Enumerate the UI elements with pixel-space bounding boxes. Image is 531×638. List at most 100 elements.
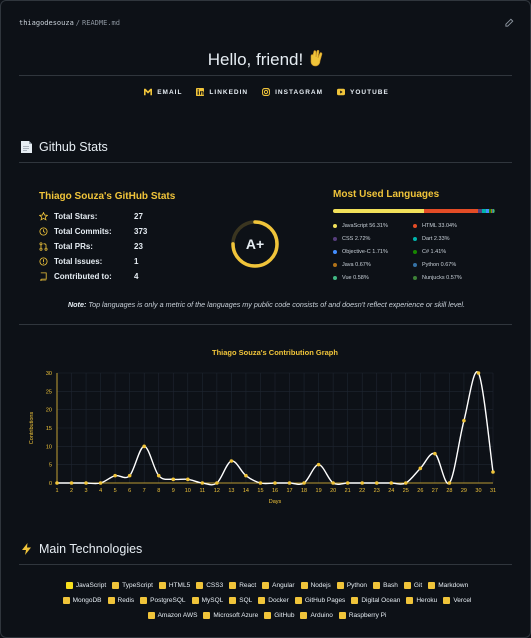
tech-badge-bash: Bash [373,582,398,589]
tech-badge-amazon-aws: Amazon AWS [147,612,197,619]
chart-x-tick: 4 [99,488,102,494]
tech-badge-label: CSS3 [206,582,224,589]
tech-badge-label: PostgreSQL [150,597,186,604]
page-title: Hello, friend! [1,49,530,70]
pull-request-icon [39,242,48,251]
vercel-icon [443,597,451,604]
language-item: Nunjucks 0.57% [413,274,493,282]
chart-x-tick: 11 [199,488,205,494]
chart-point [113,473,117,478]
language-item: HTML 33.04% [413,222,493,230]
note-text: Top languages is only a metric of the la… [86,300,466,309]
language-color-dot [413,276,417,280]
email-link[interactable]: EMAIL [144,88,182,96]
language-bar-segment [424,209,478,213]
tech-badge-label: TypeScript [122,582,153,589]
language-bar-segment [482,209,486,213]
email-link-label: EMAIL [157,88,183,96]
stat-value-prs: 23 [134,242,143,251]
languages-card-title: Most Used Languages [333,189,440,200]
language-label: HTML 33.04% [422,223,457,229]
chart-point [186,477,190,482]
language-label: C# 1.41% [422,249,447,255]
azure-icon [203,612,211,619]
heroku-icon [406,597,414,604]
tech-badge-docker: Docker [258,597,289,604]
chart-y-tick: 10 [46,444,52,450]
chart-point [447,481,452,485]
breadcrumb: thiagodesouza / README.md [19,19,120,27]
stat-label-contributed: Contributed to: [54,272,112,281]
tech-badge-label: GitHub Pages [304,597,346,604]
tech-heading-divider [19,564,512,565]
stat-row-stars: Total Stars: 27 [39,212,143,221]
instagram-link-label: INSTAGRAM [275,88,324,96]
tech-badge-label: Markdown [438,582,469,589]
tech-badge-markdown: Markdown [428,582,468,589]
tech-badge-label: Vercel [453,597,472,604]
language-label: CSS 2.72% [342,236,371,242]
tech-badges-row-1: JavaScript TypeScript HTML5 CSS3 React Angula… [29,582,505,589]
sql-icon [229,597,237,604]
social-links: EMAIL LINKEDIN INSTAGRAM YOUTUBE [1,88,530,96]
chart-y-tick: 30 [46,371,52,377]
tech-badge-microsoft-azure: Microsoft Azure [203,612,258,619]
chart-point [374,481,379,485]
chart-x-tick: 6 [128,488,131,494]
tech-badge-nodejs: Nodejs [300,582,331,589]
chart-point [171,477,176,482]
stat-row-issues: Total Issues: 1 [39,257,138,266]
tech-badge-label: JavaScript [75,582,107,589]
chart-x-tick: 23 [374,488,380,494]
language-color-dot [333,250,337,254]
youtube-link[interactable]: YOUTUBE [337,88,389,96]
tech-badge-label: HTML5 [168,582,191,589]
chart-point [331,481,335,485]
redis-icon [107,597,115,604]
tech-badges-row-3: Amazon AWS Microsoft Azure GitHub Arduino Ra… [29,612,505,619]
language-bar-segment [494,209,495,213]
tech-badge-sql: SQL [229,597,252,604]
angular-icon [262,582,270,589]
stat-label-issues: Total Issues: [54,257,103,266]
tech-badge-arduino: Arduino [300,612,333,619]
stats-card-title: Thiago Souza's GitHub Stats [39,191,176,202]
chart-point [215,481,219,485]
rank-ring-progress [231,220,279,268]
chart-point [55,481,59,485]
chart-point [302,481,306,485]
chart-y-tick: 25 [46,389,52,395]
language-bar-segment [485,209,489,213]
instagram-link[interactable]: INSTAGRAM [262,88,323,96]
aws-icon [147,612,155,619]
language-bar-segment [333,209,425,213]
stat-value-stars: 27 [134,212,143,221]
language-item: JavaScript 56.31% [333,222,413,230]
tech-badge-label: Arduino [310,612,333,619]
youtube-icon [337,88,346,96]
breadcrumb-repo[interactable]: thiagodesouza [19,19,74,27]
tech-badge-label: Heroku [416,597,438,604]
chart-x-tick: 2 [70,488,73,494]
language-color-dot [333,224,337,228]
pencil-icon[interactable] [504,18,514,28]
chart-point [142,444,146,449]
chart-y-tick: 20 [46,408,52,414]
stat-row-prs: Total PRs: 23 [39,242,143,251]
stats-bottom-divider [19,324,512,325]
tech-badge-python: Python [336,582,367,589]
main-technologies-heading: Main Technologies [21,542,142,556]
language-item: CSS 2.72% [333,235,413,243]
chart-y-tick: 0 [49,481,52,487]
tech-badge-postgresql: PostgreSQL [140,597,186,604]
languages-list: JavaScript 56.31% HTML 33.04% CSS 2.72% Dar… [333,222,503,282]
language-item: C# 1.41% [413,248,493,256]
chart-point [433,451,437,456]
chart-point [462,418,466,423]
language-color-dot [413,263,417,267]
linkedin-link[interactable]: LINKEDIN [196,88,248,96]
chart-point [287,481,292,485]
tech-badge-angular: Angular [262,582,295,589]
chart-point [345,481,350,485]
